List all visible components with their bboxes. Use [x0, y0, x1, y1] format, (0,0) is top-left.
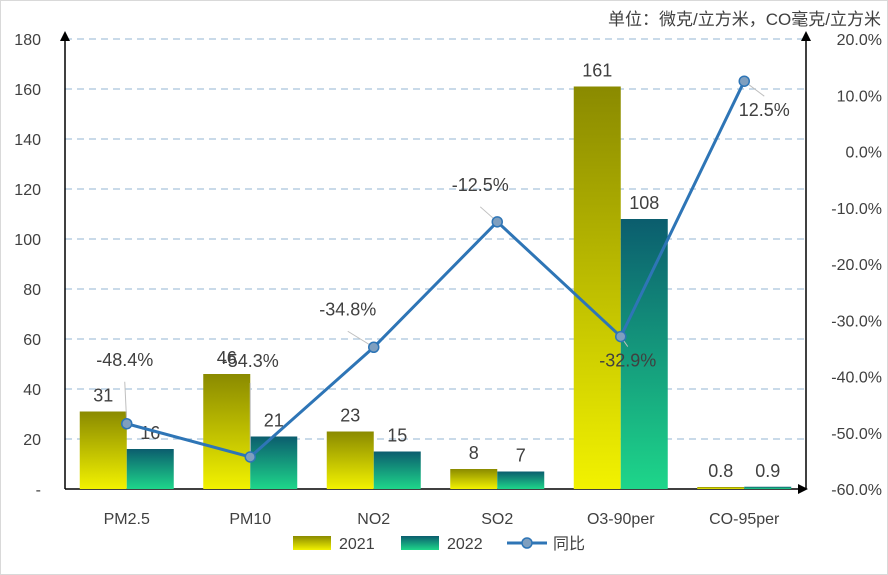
bar-2021 [203, 374, 251, 489]
x-tick-label: PM2.5 [104, 511, 150, 528]
y-left-tick-label: 60 [23, 332, 41, 349]
line-data-label: -34.8% [319, 299, 376, 319]
y-left-axis-arrow [60, 31, 70, 41]
bar-2022 [373, 451, 421, 489]
legend-marker-yoy [521, 537, 533, 549]
bar-data-label: 161 [582, 61, 612, 81]
y-left-tick-label: 100 [14, 232, 41, 249]
x-tick-label: SO2 [481, 511, 513, 528]
line-point [491, 216, 503, 228]
unit-label: 单位：微克/立方米，CO毫克/立方米 [608, 10, 881, 29]
y-right-axis-arrow [801, 31, 811, 41]
bar-data-label: 46 [217, 348, 237, 368]
line-data-label: -48.4% [96, 350, 153, 370]
legend-label-2021: 2021 [339, 536, 375, 553]
line-series-yoy [126, 80, 746, 459]
line-data-label: 12.5% [739, 100, 790, 120]
y-left-tick-label: 160 [14, 82, 41, 99]
y-left-tick-label: - [36, 482, 41, 499]
line-point [368, 341, 380, 353]
line-point [615, 330, 627, 343]
bar-data-label: 23 [340, 406, 360, 426]
y-right-tick-label: 10.0% [837, 88, 882, 105]
legend-label-yoy: 同比 [553, 535, 585, 553]
y-right-tick-label: 20.0% [837, 32, 882, 49]
bar-data-label: 0.9 [755, 461, 780, 481]
data-label-leader [124, 381, 128, 424]
line-data-label: -32.9% [599, 351, 656, 371]
y-left-tick-label: 180 [14, 32, 41, 49]
bar-2022 [620, 219, 668, 489]
line-data-label: -54.3% [222, 351, 279, 371]
bar-data-label: 108 [629, 193, 659, 213]
y-right-tick-label: 0.0% [846, 145, 882, 162]
y-right-tick-label: -30.0% [831, 313, 882, 330]
line-point [738, 75, 750, 87]
line-point [121, 418, 133, 430]
y-left-tick-label: 40 [23, 382, 41, 399]
y-left-tick-label: 20 [23, 432, 41, 449]
y-left-tick-label: 120 [14, 182, 41, 199]
bar-data-label: 31 [93, 386, 113, 406]
bar-2022 [744, 486, 792, 489]
y-right-tick-label: -50.0% [831, 426, 882, 443]
x-tick-label: O3-90per [587, 511, 655, 528]
legend-swatch-2021 [293, 536, 331, 550]
y-right-tick-label: -10.0% [831, 201, 882, 218]
y-left-tick-label: 140 [14, 132, 41, 149]
line-point [244, 451, 256, 463]
x-tick-label: PM10 [229, 511, 271, 528]
bar-2021 [697, 487, 745, 489]
y-left-tick-label: 80 [23, 282, 41, 299]
bar-2021 [573, 86, 621, 489]
bar-2021 [326, 431, 374, 489]
y-right-tick-label: -60.0% [831, 482, 882, 499]
legend-label-2022: 2022 [447, 536, 483, 553]
bar-data-label: 7 [516, 446, 526, 466]
bar-data-label: 15 [387, 426, 407, 446]
bar-2022 [126, 449, 174, 489]
bar-2022 [250, 436, 298, 489]
bar-2021 [450, 469, 498, 489]
x-tick-label: CO-95per [709, 511, 780, 528]
line-data-label: -12.5% [452, 175, 509, 195]
y-right-tick-label: -20.0% [831, 257, 882, 274]
y-right-tick-label: -40.0% [831, 370, 882, 387]
bar-2021 [79, 411, 127, 489]
legend-swatch-2022 [401, 536, 439, 550]
x-axis-arrow [798, 484, 808, 494]
bar-data-label: 0.8 [708, 461, 733, 481]
bar-data-label: 21 [264, 411, 284, 431]
bar-data-label: 8 [469, 443, 479, 463]
x-tick-label: NO2 [357, 511, 390, 528]
bar-2022 [497, 471, 545, 489]
